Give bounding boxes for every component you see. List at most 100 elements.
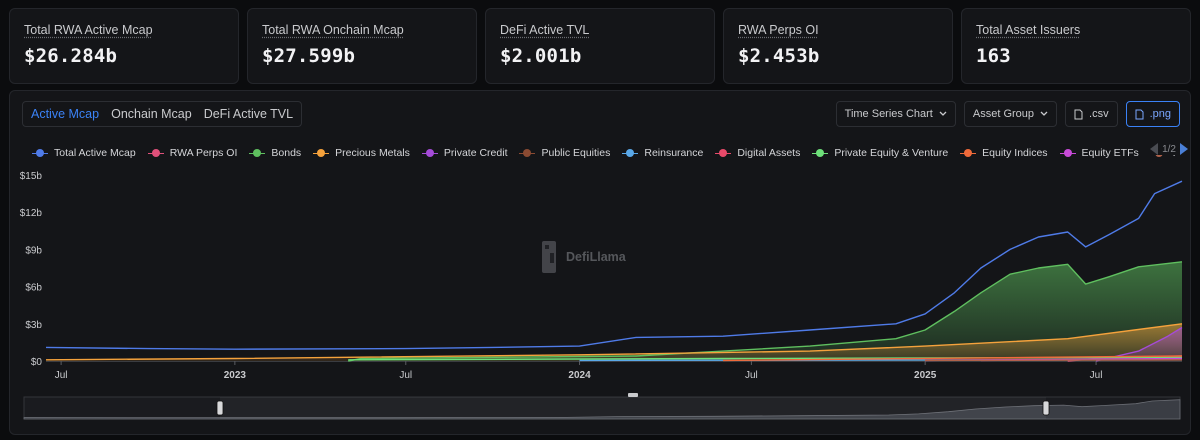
x-tick-label: Jul xyxy=(55,370,68,381)
legend-swatch xyxy=(812,149,829,157)
stat-label: DeFi Active TVL xyxy=(500,23,590,37)
stat-value: 163 xyxy=(976,45,1011,67)
file-icon xyxy=(1074,109,1083,119)
stat-card-active-mcap: Total RWA Active Mcap $26.284b xyxy=(9,8,239,84)
series-line xyxy=(723,355,1183,362)
x-tick-label: 2024 xyxy=(568,370,591,381)
x-tick-label: Jul xyxy=(399,370,412,381)
legend-label: RWA Perps OI xyxy=(169,147,238,159)
legend-prev-icon[interactable] xyxy=(1150,143,1159,155)
y-tick-label: $12b xyxy=(20,208,43,219)
x-tick-label: Jul xyxy=(745,370,758,381)
chevron-down-icon xyxy=(1040,111,1048,116)
legend-swatch xyxy=(1059,149,1076,157)
legend-swatch xyxy=(622,149,639,157)
range-slider-window xyxy=(220,397,1046,419)
stat-label: Total Asset Issuers xyxy=(976,23,1081,37)
group-label: Asset Group xyxy=(972,108,1035,120)
series-line xyxy=(45,180,1183,350)
series-line xyxy=(925,359,1183,362)
png-label: .png xyxy=(1149,108,1171,120)
csv-label: .csv xyxy=(1089,108,1109,120)
legend-swatch xyxy=(32,149,48,157)
chart-controls: Time Series Chart Asset Group .csv .png xyxy=(835,101,1180,127)
download-png-button[interactable]: .png xyxy=(1125,101,1180,127)
range-slider-grip xyxy=(628,393,638,397)
stat-value: $26.284b xyxy=(24,45,118,67)
stat-label: RWA Perps OI xyxy=(738,23,819,37)
y-tick-label: $9b xyxy=(25,245,42,256)
legend-swatch xyxy=(519,149,536,157)
stat-value: $2.001b xyxy=(500,45,582,67)
x-tick-label: 2023 xyxy=(224,370,247,381)
stat-card-asset-issuers: Total Asset Issuers 163 xyxy=(961,8,1191,84)
legend-item[interactable]: Digital Assets xyxy=(715,147,800,159)
series-line xyxy=(45,323,1183,361)
legend-item[interactable]: Equity ETFs xyxy=(1059,147,1139,159)
chart-canvas: $0 $3b $6b $9b $12b $15b Jul 2023 Jul 2024 Jul 2025… xyxy=(20,171,1183,420)
tab-defi-active-tvl[interactable]: DeFi Active TVL xyxy=(203,107,294,121)
legend-label: Private Equity & Venture xyxy=(834,147,949,159)
group-select[interactable]: Asset Group xyxy=(963,101,1058,127)
y-tick-label: $3b xyxy=(25,320,42,331)
legend-item[interactable]: Total Active Mcap xyxy=(32,147,136,159)
legend-label: Private Credit xyxy=(443,147,508,159)
metric-tabs: Active Mcap Onchain Mcap DeFi Active TVL xyxy=(22,101,303,127)
range-slider-preview xyxy=(23,399,1181,420)
chart-panel: $0 $3b $6b $9b $12b $15b Jul 2023 Jul 2024 Jul 2025… xyxy=(9,90,1191,435)
legend-label: Equity Indices xyxy=(982,147,1048,159)
legend-item[interactable]: Private Equity & Venture xyxy=(812,147,948,159)
watermark-text: DefiLlama xyxy=(566,250,626,264)
y-tick-label: $15b xyxy=(20,171,43,182)
chevron-down-icon xyxy=(939,111,947,116)
stat-value: $27.599b xyxy=(262,45,356,67)
legend-label: Precious Metals xyxy=(335,147,410,159)
stat-card-onchain-mcap: Total RWA Onchain Mcap $27.599b xyxy=(247,8,477,84)
llama-logo-icon xyxy=(542,241,556,273)
series-area xyxy=(46,323,1182,361)
x-tick-label: Jul xyxy=(1090,370,1103,381)
stat-label: Total RWA Onchain Mcap xyxy=(262,23,404,37)
legend-item[interactable]: Bonds xyxy=(249,147,301,159)
stat-value: $2.453b xyxy=(738,45,820,67)
legend-item[interactable]: Precious Metals xyxy=(313,147,410,159)
legend-page: 1/2 xyxy=(1162,143,1176,155)
legend-item[interactable]: Equity Indices xyxy=(960,147,1048,159)
tab-active-mcap[interactable]: Active Mcap xyxy=(31,107,100,121)
legend-swatch xyxy=(313,149,330,157)
legend-label: Public Equities xyxy=(541,147,611,159)
range-slider-handle xyxy=(216,400,224,416)
series-area xyxy=(1096,327,1182,361)
legend-swatch xyxy=(715,149,732,157)
y-tick-label: $6b xyxy=(25,283,42,294)
legend-next-icon[interactable] xyxy=(1180,143,1188,155)
download-csv-button[interactable]: .csv xyxy=(1065,101,1118,127)
legend-item[interactable]: Public Equities xyxy=(519,147,610,159)
series-area xyxy=(348,261,1183,361)
legend-item[interactable]: RWA Perps OI xyxy=(147,147,238,159)
legend-swatch xyxy=(249,149,266,157)
stat-card-defi-tvl: DeFi Active TVL $2.001b xyxy=(485,8,715,84)
legend-label: Bonds xyxy=(271,147,302,159)
legend-swatch xyxy=(960,149,977,157)
legend-label: Digital Assets xyxy=(737,147,801,159)
legend-label: Reinsurance xyxy=(644,147,704,159)
legend-label: Equity ETFs xyxy=(1081,147,1139,159)
legend-swatch xyxy=(421,149,438,157)
legend-pager: 1/2 xyxy=(1146,143,1188,155)
range-slider-handle xyxy=(1042,400,1050,416)
chart-type-label: Time Series Chart xyxy=(844,108,933,120)
stat-cards: Total RWA Active Mcap $26.284b Total RWA… xyxy=(9,8,1191,84)
watermark: DefiLlama xyxy=(540,239,626,275)
legend-label: Total Active Mcap xyxy=(54,147,136,159)
chart-type-select[interactable]: Time Series Chart xyxy=(835,101,956,127)
legend-item[interactable]: Private Credit xyxy=(421,147,508,159)
tab-onchain-mcap[interactable]: Onchain Mcap xyxy=(111,107,192,121)
stat-card-perps-oi: RWA Perps OI $2.453b xyxy=(723,8,953,84)
chart-legend: Total Active Mcap RWA Perps OI Bonds Precio… xyxy=(32,145,1192,161)
file-icon xyxy=(1135,109,1144,119)
legend-item[interactable]: Reinsurance xyxy=(622,147,703,159)
x-tick-label: 2025 xyxy=(914,370,937,381)
stat-label: Total RWA Active Mcap xyxy=(24,23,153,37)
y-tick-label: $0 xyxy=(31,357,43,368)
